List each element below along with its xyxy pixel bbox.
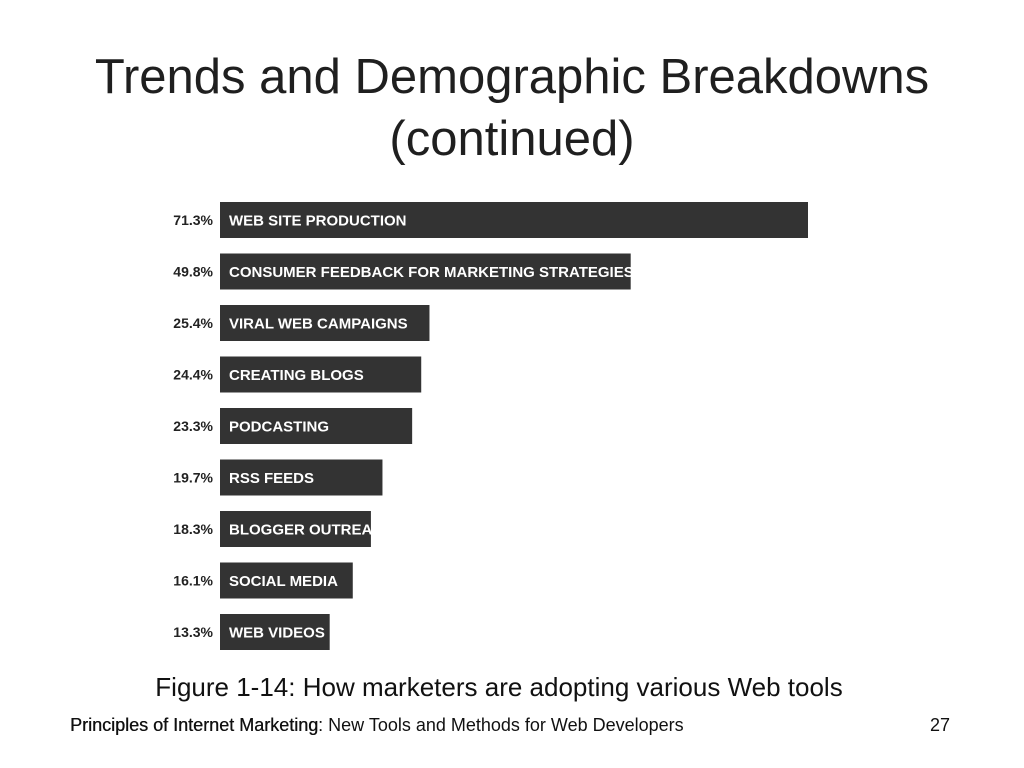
bar-value-label: 13.3%: [173, 624, 213, 640]
bar: [220, 253, 631, 290]
footer-title: Principles of Internet Marketing: New To…: [70, 715, 684, 736]
bar-category-label: WEB SITE PRODUCTION: [229, 213, 407, 230]
slide-title-line-2: (continued): [389, 112, 635, 166]
bar-value-label: 49.8%: [173, 264, 213, 280]
bar: [220, 459, 383, 496]
bar-category-label: WEB VIDEOS: [229, 625, 325, 642]
footer-title-sub: New Tools and Methods for Web Developers: [323, 715, 684, 735]
bar-category-label: BLOGGER OUTREACH: [229, 522, 394, 539]
bar: [220, 305, 430, 341]
bar-value-label: 16.1%: [173, 573, 213, 589]
footer-title-main: Principles of Internet Marketing: [70, 715, 319, 735]
footer-title-separator: :: [318, 715, 324, 735]
bar-category-label: CREATING BLOGS: [229, 367, 364, 384]
bar-category-label: RSS FEEDS: [229, 470, 314, 487]
bar-value-label: 24.4%: [173, 367, 213, 383]
slide-title: Trends and Demographic Breakdowns (conti…: [0, 46, 1024, 170]
bar: [220, 562, 353, 599]
page-number: 27: [930, 715, 951, 735]
bar-category-label: CONSUMER FEEDBACK FOR MARKETING STRATEGI…: [229, 264, 634, 281]
bar-category-label: VIRAL WEB CAMPAIGNS: [229, 316, 408, 333]
bar-value-label: 25.4%: [173, 315, 213, 331]
bar: [220, 408, 413, 444]
bar: [220, 511, 371, 547]
bar: [220, 356, 422, 393]
bar: [220, 614, 330, 650]
bar-category-label: SOCIAL MEDIA: [229, 573, 338, 590]
figure-caption: Figure 1-14: How marketers are adopting …: [155, 672, 843, 702]
bar-value-label: 19.7%: [173, 470, 213, 486]
bar: [220, 202, 808, 238]
bar-value-label: 18.3%: [173, 521, 213, 537]
slide-title-line-1: Trends and Demographic Breakdowns: [94, 50, 930, 104]
bar-value-label: 71.3%: [173, 212, 213, 228]
bar-value-label: 23.3%: [173, 418, 213, 434]
bar-category-label: PODCASTING: [229, 419, 329, 436]
